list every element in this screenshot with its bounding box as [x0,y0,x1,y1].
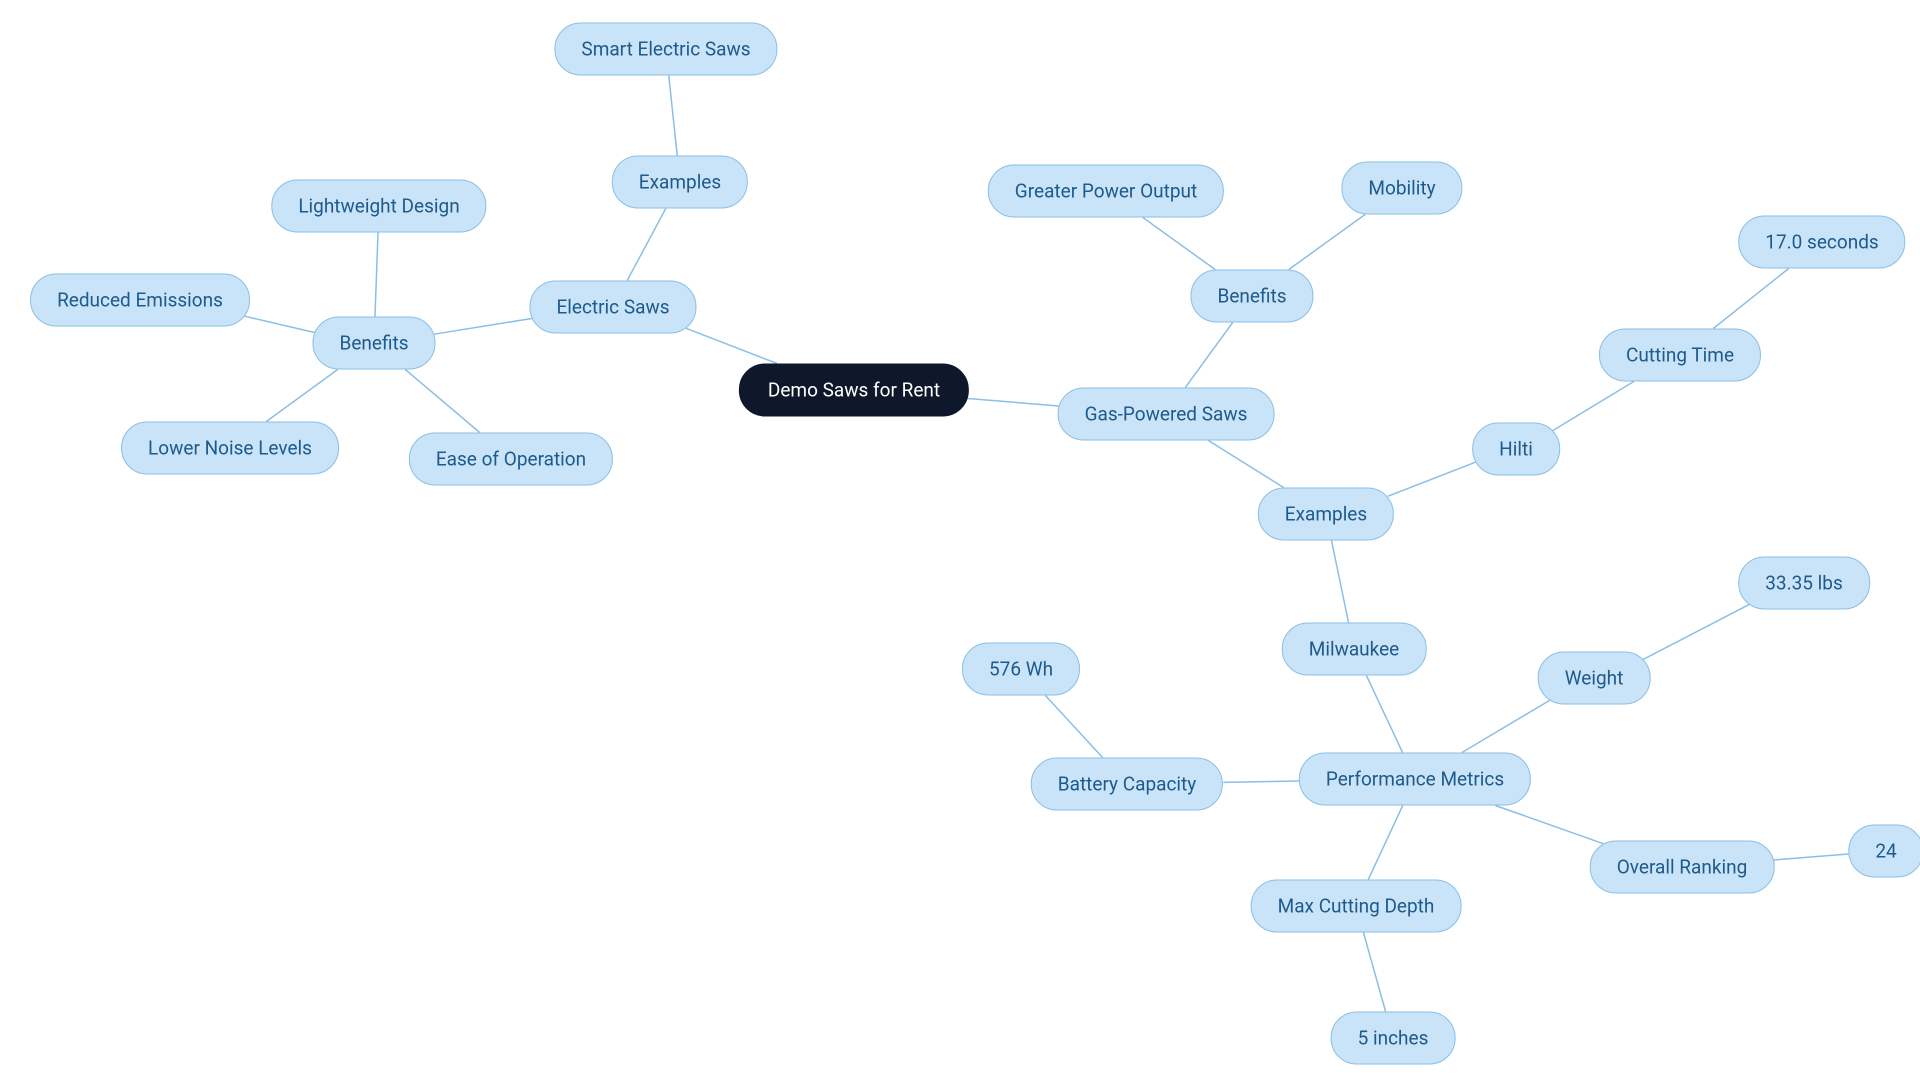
edge-elec-elec_ben [434,318,532,334]
node-cut_val[interactable]: 17.0 seconds [1738,216,1905,269]
node-batt_val[interactable]: 576 Wh [962,643,1080,696]
node-gas_ex[interactable]: Examples [1258,488,1394,541]
edge-layer [0,0,1920,1083]
node-milw[interactable]: Milwaukee [1282,623,1427,676]
edge-gas-gas_ben [1185,323,1232,388]
node-elec[interactable]: Electric Saws [529,281,696,334]
node-label: Reduced Emissions [57,289,223,312]
node-label: 576 Wh [989,658,1053,681]
edge-elec_ben-light [375,233,378,317]
node-noise[interactable]: Lower Noise Levels [121,422,339,475]
node-label: Hilti [1499,438,1533,461]
node-smart[interactable]: Smart Electric Saws [554,23,777,76]
edge-root-gas [968,398,1059,406]
edge-elec_ben-noise [266,369,337,421]
node-hilti[interactable]: Hilti [1472,423,1560,476]
edge-gas-gas_ex [1208,441,1283,488]
node-gas_ben[interactable]: Benefits [1190,270,1313,323]
edge-hilti-cuttime [1553,382,1634,431]
node-label: Performance Metrics [1326,768,1504,791]
node-label: Milwaukee [1309,638,1400,661]
node-label: Greater Power Output [1015,180,1197,203]
node-weight_val[interactable]: 33.35 lbs [1738,557,1870,610]
node-mobility[interactable]: Mobility [1341,162,1462,215]
edge-cuttime-cut_val [1713,269,1788,329]
node-label: Overall Ranking [1617,856,1748,879]
node-label: Benefits [339,332,408,355]
node-weight[interactable]: Weight [1538,652,1651,705]
node-label: Ease of Operation [436,448,586,471]
edge-perf-weight [1462,700,1550,752]
node-label: Mobility [1368,177,1435,200]
mindmap-canvas: Demo Saws for Rent Electric Saws Examples S… [0,0,1920,1083]
edge-gas_ex-hilti [1388,462,1476,496]
node-label: Electric Saws [556,296,669,319]
node-light[interactable]: Lightweight Design [271,180,486,233]
node-perf[interactable]: Performance Metrics [1299,753,1531,806]
node-label: Battery Capacity [1058,773,1196,796]
node-emissions[interactable]: Reduced Emissions [30,274,250,327]
edge-gas_ben-power [1143,218,1215,270]
node-label: 17.0 seconds [1765,231,1878,254]
node-label: Lightweight Design [298,195,459,218]
edge-elec_ex-smart [669,76,677,156]
node-rank[interactable]: Overall Ranking [1590,841,1775,894]
edge-milw-perf [1366,676,1402,753]
node-label: Smart Electric Saws [581,38,750,61]
node-power[interactable]: Greater Power Output [988,165,1224,218]
node-label: Examples [1285,503,1367,526]
node-gas[interactable]: Gas-Powered Saws [1058,388,1275,441]
edge-perf-depth [1368,806,1402,880]
edge-elec_ben-ease [405,370,479,433]
node-ease[interactable]: Ease of Operation [409,433,613,486]
node-label: Gas-Powered Saws [1085,403,1248,426]
node-label: Cutting Time [1626,344,1734,367]
edge-elec-elec_ex [627,209,666,281]
node-cuttime[interactable]: Cutting Time [1599,329,1761,382]
node-label: Benefits [1217,285,1286,308]
node-depth_val[interactable]: 5 inches [1331,1012,1456,1065]
node-label: 5 inches [1358,1027,1429,1050]
node-depth[interactable]: Max Cutting Depth [1251,880,1462,933]
edge-weight-weight_val [1643,605,1749,660]
node-label: Demo Saws for Rent [768,379,940,402]
edge-root-elec [686,328,777,363]
node-label: Lower Noise Levels [148,437,312,460]
node-label: Examples [639,171,721,194]
node-elec_ben[interactable]: Benefits [312,317,435,370]
node-label: 24 [1875,840,1896,863]
edge-perf-rank [1495,806,1603,844]
edge-elec_ben-emissions [245,316,315,332]
edge-gas_ben-mobility [1289,214,1365,269]
node-rank_val[interactable]: 24 [1848,825,1920,878]
node-root[interactable]: Demo Saws for Rent [739,364,969,417]
edge-batt-batt_val [1045,696,1102,758]
edge-gas_ex-milw [1332,541,1349,623]
edge-rank-rank_val [1773,854,1848,860]
node-label: Weight [1565,667,1624,690]
node-label: 33.35 lbs [1765,572,1843,595]
edge-depth-depth_val [1363,933,1385,1012]
edge-perf-batt [1223,781,1299,782]
node-elec_ex[interactable]: Examples [612,156,748,209]
node-label: Max Cutting Depth [1278,895,1435,918]
node-batt[interactable]: Battery Capacity [1031,758,1223,811]
